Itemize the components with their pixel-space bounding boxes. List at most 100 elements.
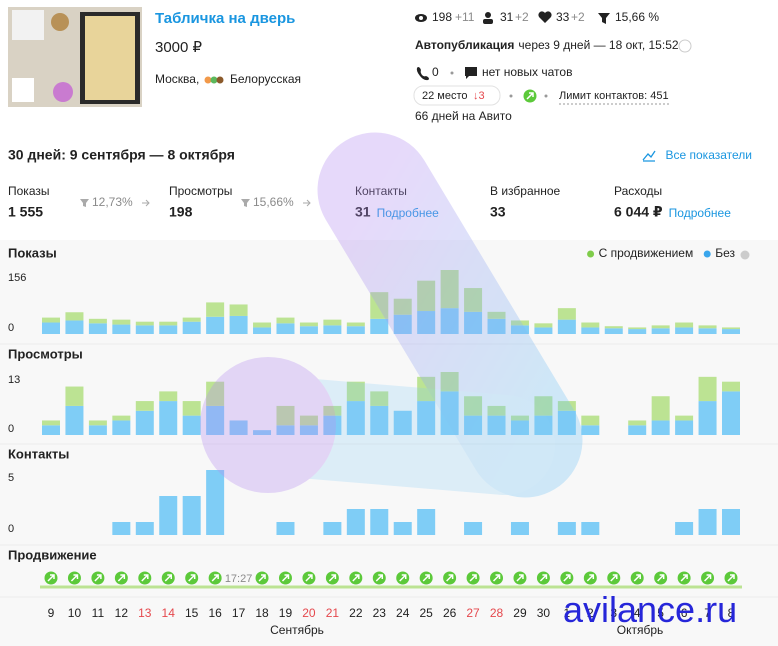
bar-segment: [464, 415, 483, 435]
bar-segment: [581, 425, 600, 435]
listing-title[interactable]: Табличка на дверь: [155, 10, 295, 27]
autopublish-label: Автопубликация: [415, 38, 514, 52]
metric-label: Показы: [8, 184, 49, 198]
rank-pill[interactable]: [413, 85, 501, 106]
contacts-count: 31: [500, 10, 514, 24]
autopublish-settings[interactable]: [678, 39, 692, 53]
bar-segment: [88, 425, 107, 435]
promotion-arrow: [352, 574, 360, 582]
metric-link[interactable]: Подробнее: [669, 206, 732, 220]
legend-help[interactable]: [740, 250, 750, 260]
promotion-arrow: [657, 574, 665, 582]
bar-segment: [440, 391, 459, 435]
bar-segment: [206, 316, 225, 334]
promotion-arrow: [704, 574, 712, 582]
promotion-arrow: [492, 574, 501, 582]
y-tick-label: 0: [8, 322, 14, 334]
x-tick-label: 5: [657, 606, 664, 620]
metric-label: Расходы: [614, 184, 662, 198]
promotion-arrow: [422, 574, 430, 582]
bar-segment: [628, 420, 647, 426]
promotion-arrow: [258, 574, 266, 582]
favorites-delta: +2: [571, 10, 585, 24]
bar-segment: [206, 381, 225, 406]
bar-segment: [135, 401, 154, 411]
x-tick-label: 7: [704, 606, 711, 620]
metric-link[interactable]: Подробнее: [377, 206, 440, 220]
x-tick-label: 29: [513, 606, 527, 620]
promotion-arrow: [117, 574, 126, 582]
bar-segment: [510, 320, 529, 326]
bar: [370, 509, 389, 535]
chats-count: 0: [432, 65, 439, 79]
promotion-arrow: [469, 574, 477, 582]
x-tick-label: 24: [396, 606, 410, 620]
promotion-arrow: [141, 574, 149, 582]
x-tick-label: 1: [564, 606, 571, 620]
bar-segment: [534, 323, 553, 328]
y-tick-label: 0: [8, 523, 14, 535]
bar-segment: [42, 322, 60, 334]
bar-segment: [651, 325, 670, 329]
conversion: 15,66 %: [615, 10, 659, 24]
bar: [182, 496, 201, 535]
bar: [112, 522, 131, 535]
metric-value: 31: [355, 204, 371, 220]
x-tick-label: 12: [115, 606, 129, 620]
bar: [276, 522, 295, 535]
y-tick-label: 13: [8, 374, 20, 386]
x-tick-label: 14: [162, 606, 176, 620]
rank-place: 22 место: [422, 90, 468, 102]
bar-segment: [698, 325, 717, 329]
promotion-time: 17:27: [225, 573, 253, 585]
bar-segment: [253, 327, 272, 334]
bar-segment: [112, 324, 131, 334]
bar-segment: [581, 327, 600, 334]
promotion-arrow: [375, 574, 384, 582]
bar-segment: [159, 325, 178, 334]
separator-dot: [509, 94, 513, 98]
bar-segment: [417, 280, 436, 312]
bar-segment: [159, 401, 178, 435]
x-tick-label: 15: [185, 606, 199, 620]
bar-segment: [323, 325, 342, 334]
views-count: 198: [432, 10, 452, 24]
contacts-delta: +2: [515, 10, 529, 24]
bar-segment: [675, 420, 694, 435]
bar-segment: [534, 415, 553, 435]
bar-segment: [346, 401, 365, 435]
promotion-arrow: [563, 574, 571, 582]
bar-segment: [698, 376, 717, 402]
x-tick-label: 9: [48, 606, 55, 620]
bar-segment: [299, 326, 318, 334]
bar-segment: [42, 420, 60, 426]
bar-segment: [604, 328, 623, 334]
listing-image[interactable]: [8, 7, 142, 107]
bar: [698, 509, 717, 535]
bar-segment: [42, 425, 60, 435]
promotion-arrow: [633, 574, 641, 582]
promotion-arrow: [94, 574, 102, 582]
x-tick-label: 23: [373, 606, 387, 620]
bar-segment: [675, 415, 694, 421]
bar-segment: [651, 420, 670, 435]
bar-segment: [581, 415, 600, 426]
contact-limit[interactable]: Лимит контактов: 451: [559, 90, 669, 102]
bar-segment: [534, 327, 553, 334]
bar-segment: [323, 415, 342, 435]
chart-title: Показы: [8, 245, 57, 260]
x-tick-label: 25: [419, 606, 433, 620]
all-metrics-link[interactable]: Все показатели: [666, 148, 753, 162]
bar: [722, 509, 740, 535]
promotion-arrow: [516, 574, 524, 582]
x-tick-label: 20: [302, 606, 316, 620]
bar-segment: [698, 328, 717, 334]
metric-value: 33: [490, 204, 506, 220]
bar-segment: [42, 317, 60, 323]
promotion-arrow: [47, 574, 55, 582]
bar: [417, 509, 436, 535]
metric-label: Контакты: [355, 184, 407, 198]
bar: [557, 522, 576, 535]
bar-segment: [65, 386, 84, 406]
x-tick-label: 21: [326, 606, 340, 620]
